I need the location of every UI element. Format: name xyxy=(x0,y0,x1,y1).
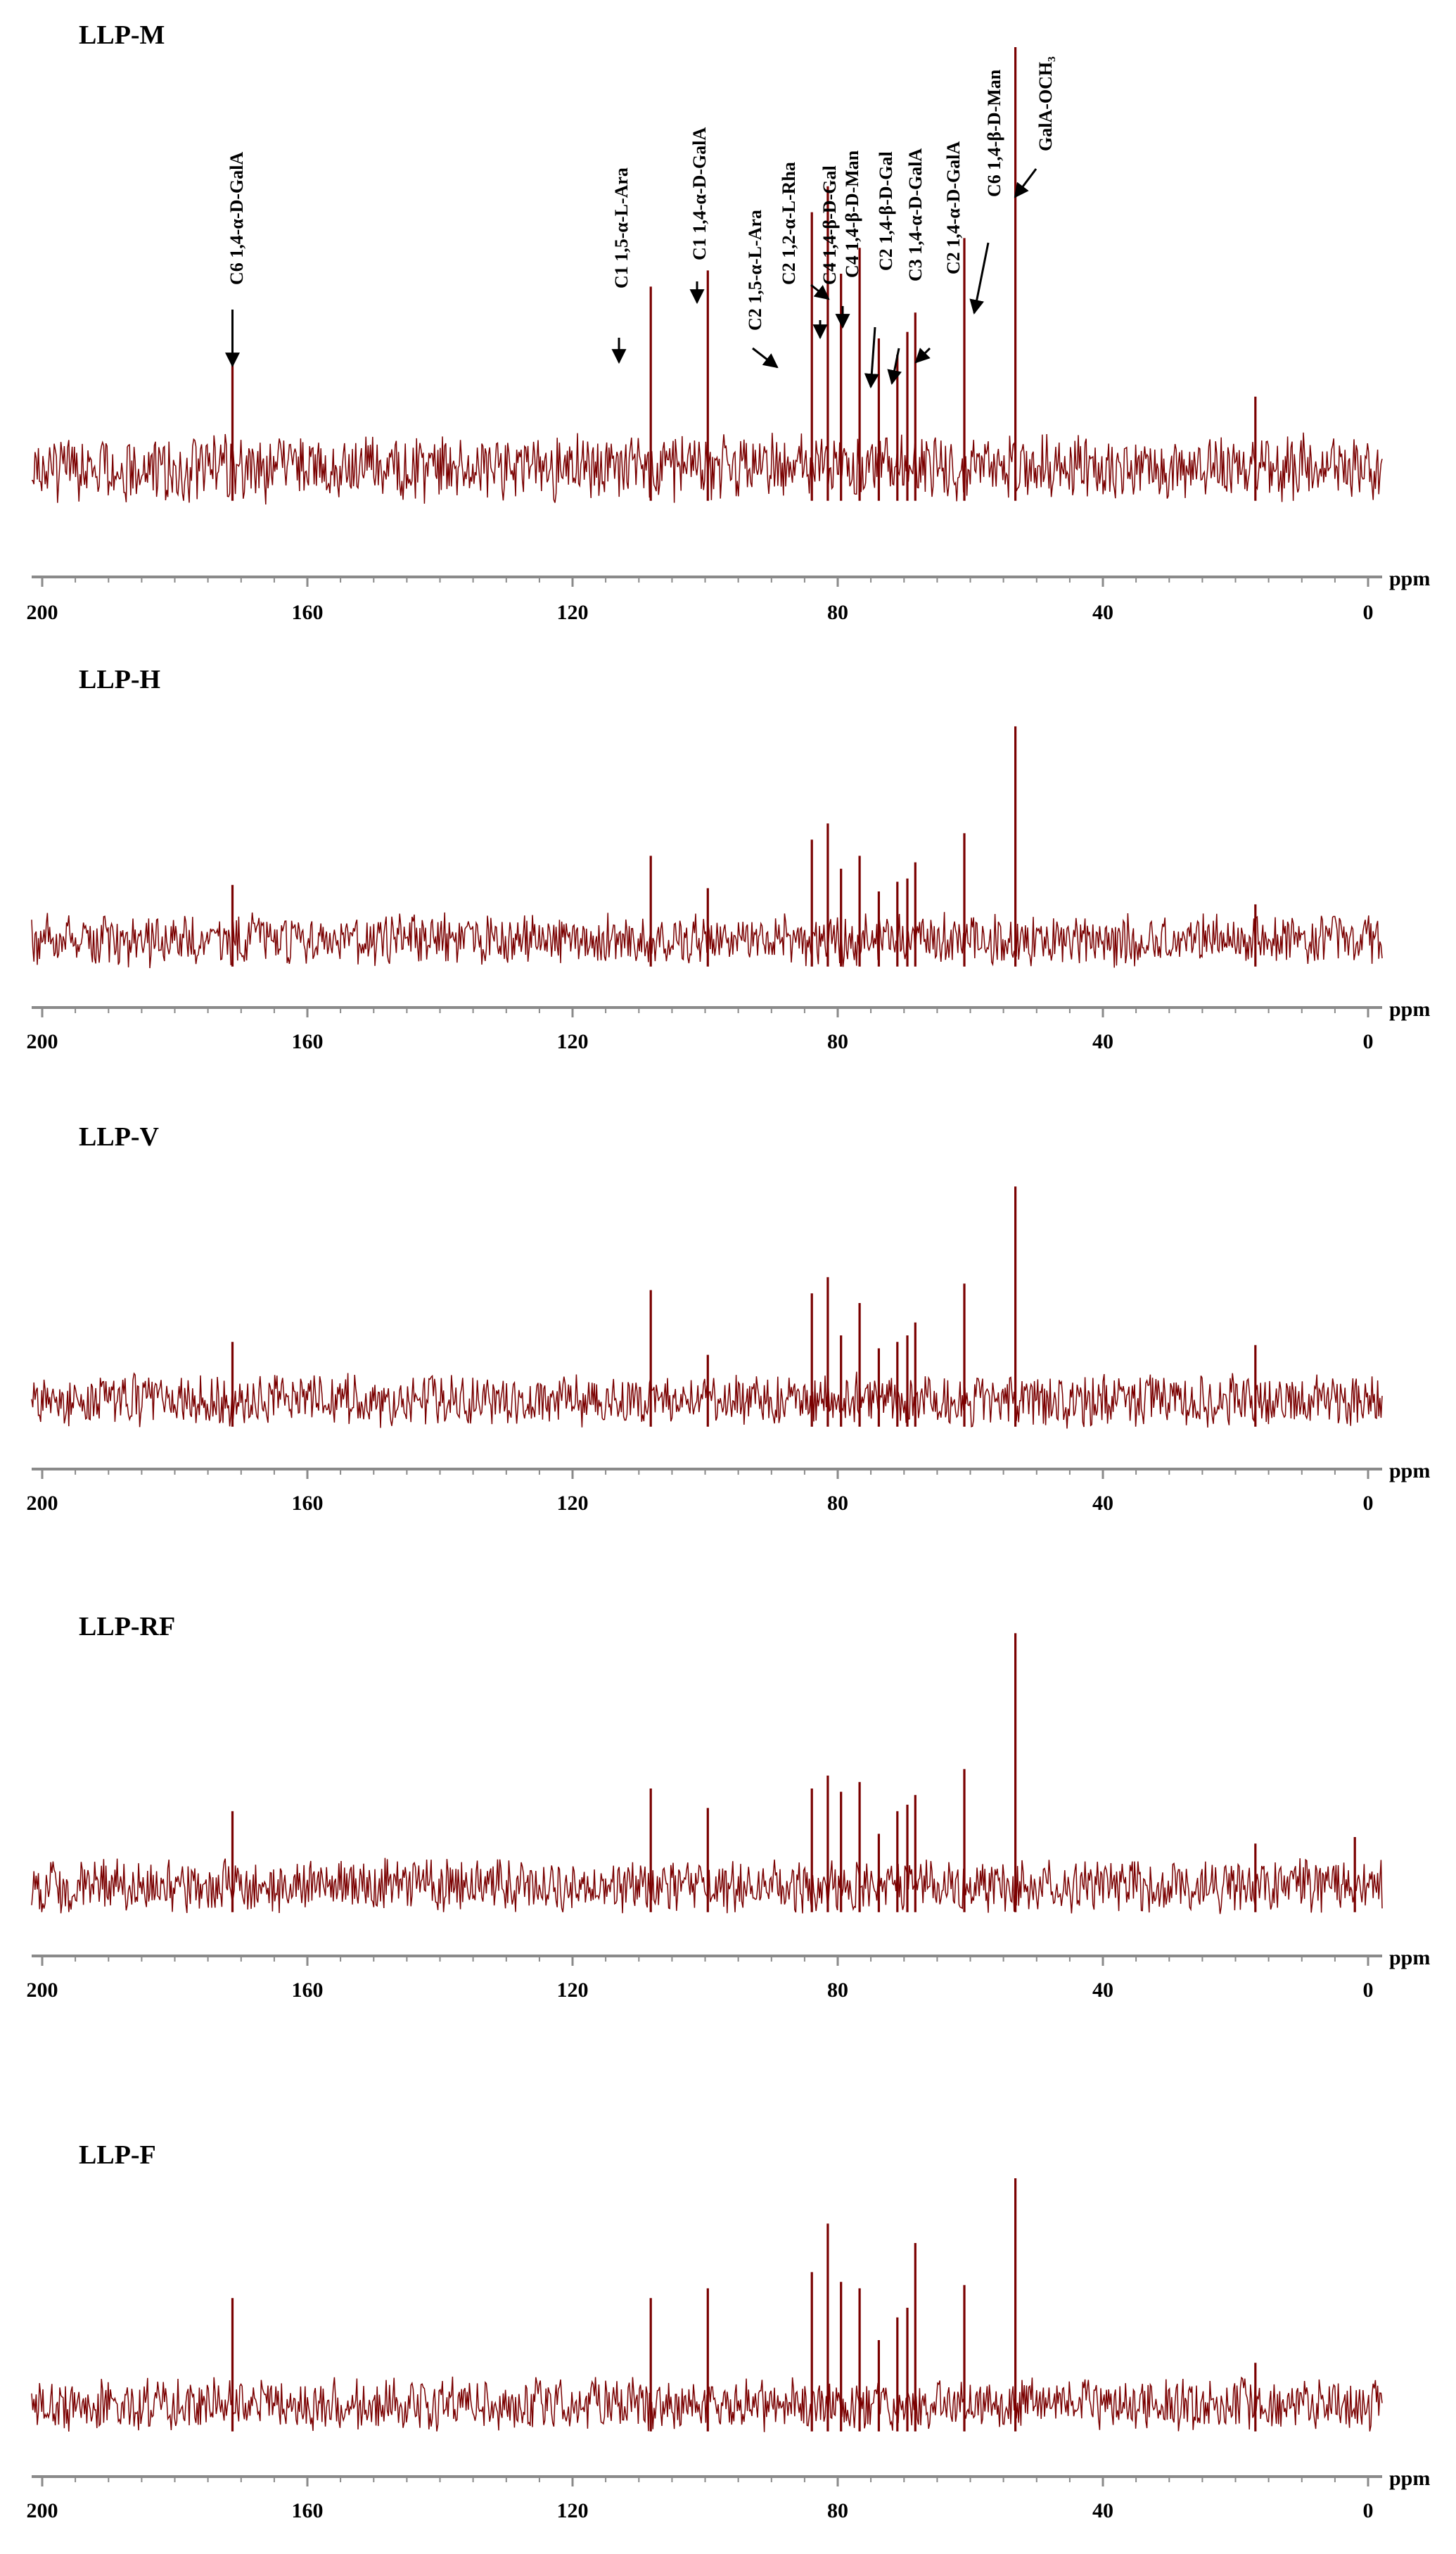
peak-annotation-7: C4 1,4-β-D-Man xyxy=(835,150,862,329)
x-tick-label: 120 xyxy=(557,1030,589,1053)
annotation-arrow xyxy=(914,347,931,364)
peak-annotation-6: C4 1,4-β-D-Gal xyxy=(812,165,840,340)
spectrum-panel-5: LLP-F 200 160 120 80 40 0 ppm xyxy=(27,2140,1431,2522)
x-tick-label: 160 xyxy=(292,1030,324,1053)
annotation-label: C4 1,4-β-D-Gal xyxy=(819,165,840,285)
x-axis-label: ppm xyxy=(1389,998,1430,1021)
annotation-label: C1 1,5-α-L-Ara xyxy=(611,167,632,288)
annotation-label: C3 1,4-α-D-GalA xyxy=(905,148,926,281)
annotation-arrow xyxy=(752,347,779,369)
peak-annotation-1: C6 1,4-α-D-GalA xyxy=(225,152,247,368)
annotation-label: C6 1,4-α-D-GalA xyxy=(226,152,247,285)
peak-annotation-4: C2 1,5-α-L-Ara xyxy=(745,210,779,369)
x-tick-label: 80 xyxy=(827,1492,848,1515)
x-tick-label: 160 xyxy=(292,1978,324,2002)
x-tick-label: 120 xyxy=(557,2499,589,2522)
x-tick-label: 160 xyxy=(292,2499,324,2522)
x-tick-label: 120 xyxy=(557,601,589,624)
peak-annotation-9: C3 1,4-α-D-GalA xyxy=(887,148,926,386)
annotation-label: C1 1,4-α-D-GalA xyxy=(689,127,710,260)
annotation-label: C4 1,4-β-D-Man xyxy=(842,150,862,278)
annotation-label: C2 1,4-β-D-Gal xyxy=(876,151,896,271)
panel-title: LLP-F xyxy=(79,2140,156,2170)
x-tick-label: 80 xyxy=(827,2499,848,2522)
x-tick-label: 40 xyxy=(1092,1492,1113,1515)
x-tick-label: 200 xyxy=(27,1978,58,2002)
peak-annotation-3: C1 1,4-α-D-GalA xyxy=(689,127,710,305)
peak-annotation-12: GalA-OCH₃ xyxy=(1014,56,1056,198)
panel-title: LLP-V xyxy=(79,1122,160,1152)
annotation-label: GalA-OCH₃ xyxy=(1035,56,1056,151)
x-tick-label: 40 xyxy=(1092,601,1113,624)
annotation-label: C2 1,2-α-L-Rha xyxy=(779,162,799,285)
x-tick-label: 40 xyxy=(1092,1978,1113,2002)
x-tick-label: 0 xyxy=(1363,2499,1374,2522)
peak-annotation-5: C2 1,2-α-L-Rha xyxy=(779,162,830,300)
panel-title: LLP-M xyxy=(79,20,165,50)
spectrum-panel-4: LLP-RF 200 160 120 80 40 0 ppm xyxy=(27,1612,1431,2002)
peak-annotation-8: C2 1,4-β-D-Gal xyxy=(864,151,896,389)
x-tick-label: 120 xyxy=(557,1978,589,2002)
x-tick-label: 160 xyxy=(292,601,324,624)
annotation-label: C2 1,5-α-L-Ara xyxy=(745,210,765,331)
x-axis-label: ppm xyxy=(1389,2467,1430,2490)
annotation-arrow xyxy=(864,326,879,389)
x-tick-label: 0 xyxy=(1363,601,1374,624)
annotation-label: C2 1,4-α-D-GalA xyxy=(943,141,964,274)
annotation-arrow xyxy=(810,284,830,300)
panel-title: LLP-H xyxy=(79,665,160,694)
x-tick-label: 80 xyxy=(827,1978,848,2002)
peak-annotation-2: C1 1,5-α-L-Ara xyxy=(611,167,632,364)
x-tick-label: 80 xyxy=(827,1030,848,1053)
spectrum-panel-2: LLP-H 200 160 120 80 40 0 ppm xyxy=(27,665,1431,1053)
x-tick-label: 40 xyxy=(1092,2499,1113,2522)
x-axis-label: ppm xyxy=(1389,1946,1430,1969)
spectrum-panel-1: LLP-M 200 160 120 80 40 0 ppm C6 1,4-α-D-GalA C1 … xyxy=(27,20,1431,624)
x-tick-label: 200 xyxy=(27,1030,58,1053)
panel-title: LLP-RF xyxy=(79,1612,175,1641)
annotation-arrow xyxy=(969,242,990,315)
x-tick-label: 200 xyxy=(27,2499,58,2522)
spectrum-panel-3: LLP-V 200 160 120 80 40 0 ppm xyxy=(27,1122,1431,1515)
x-axis-label: ppm xyxy=(1389,567,1430,590)
annotation-arrow xyxy=(1014,168,1037,198)
annotation-label: C6 1,4-β-D-Man xyxy=(984,69,1004,197)
x-tick-label: 200 xyxy=(27,1492,58,1515)
x-tick-label: 200 xyxy=(27,601,58,624)
peak-annotation-10: C2 1,4-α-D-GalA xyxy=(914,141,964,364)
x-tick-label: 0 xyxy=(1363,1978,1374,2002)
x-tick-label: 160 xyxy=(292,1492,324,1515)
x-tick-label: 80 xyxy=(827,601,848,624)
x-tick-label: 0 xyxy=(1363,1492,1374,1515)
x-tick-label: 120 xyxy=(557,1492,589,1515)
x-tick-label: 0 xyxy=(1363,1030,1374,1053)
x-tick-label: 40 xyxy=(1092,1030,1113,1053)
peak-annotation-11: C6 1,4-β-D-Man xyxy=(969,69,1004,315)
x-axis-label: ppm xyxy=(1389,1459,1430,1482)
annotation-arrow xyxy=(887,348,902,386)
